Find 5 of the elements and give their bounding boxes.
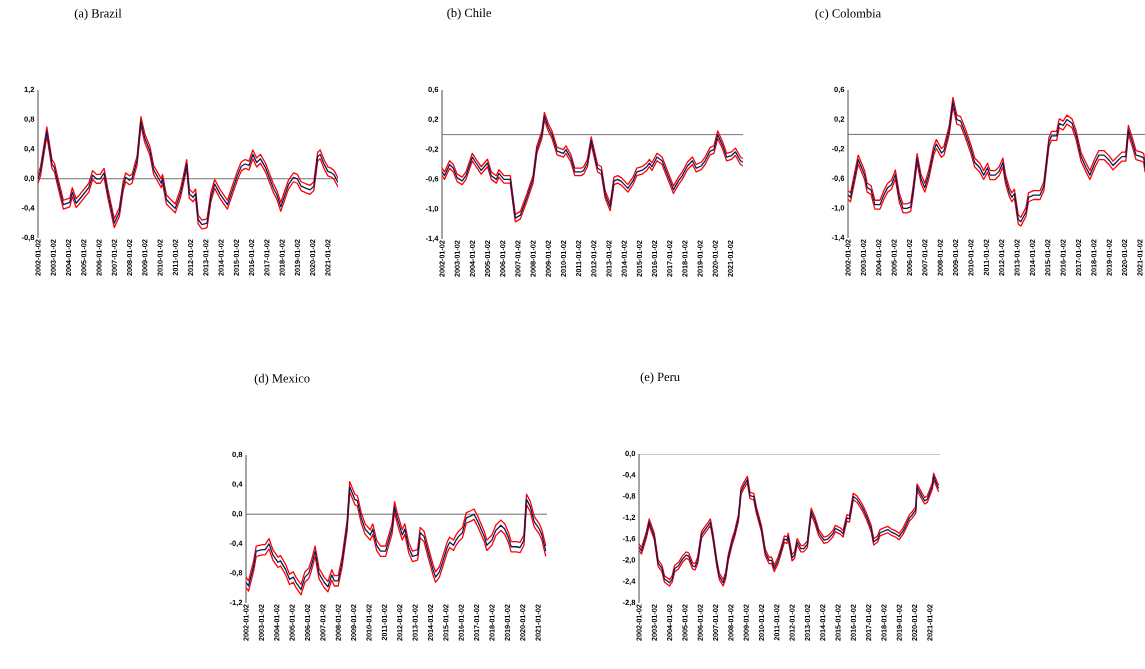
chart-title: (e) Peru xyxy=(640,372,680,384)
chart-title: (d) Mexico xyxy=(254,373,310,386)
chart-title: (a) Brazil xyxy=(74,8,122,21)
chart-title: (b) Chile xyxy=(447,8,492,20)
chart-title: (c) Colombia xyxy=(815,8,881,21)
